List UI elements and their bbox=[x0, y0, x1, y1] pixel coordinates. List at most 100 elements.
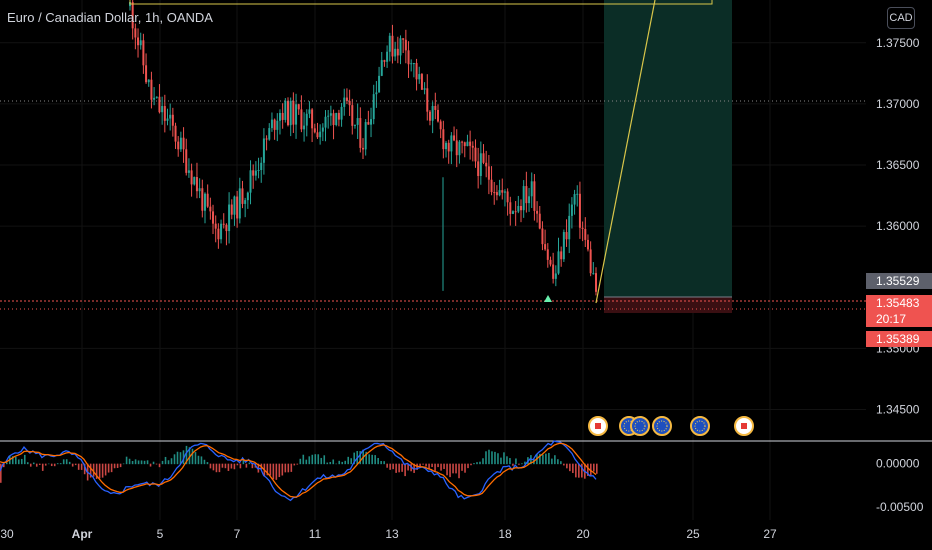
macd-histogram-bar bbox=[155, 463, 158, 465]
macd-histogram-bar bbox=[71, 463, 74, 467]
candle bbox=[595, 267, 597, 296]
candle bbox=[236, 190, 239, 228]
candle bbox=[313, 123, 316, 134]
macd-histogram-bar bbox=[473, 463, 475, 465]
macd-histogram-bar bbox=[542, 454, 544, 465]
candle bbox=[418, 66, 421, 84]
macd-histogram-bar bbox=[578, 463, 580, 478]
candle bbox=[228, 192, 231, 244]
candle bbox=[179, 131, 182, 152]
macd-histogram-bar bbox=[149, 463, 152, 467]
macd-histogram-bar bbox=[395, 463, 397, 473]
macd-histogram-bar bbox=[236, 463, 239, 466]
candle bbox=[166, 108, 169, 126]
candle bbox=[469, 130, 472, 160]
macd-histogram-bar bbox=[107, 463, 110, 473]
macd-histogram-bar bbox=[194, 452, 197, 465]
macd-histogram-bar bbox=[104, 463, 107, 476]
macd-histogram-bar bbox=[116, 463, 119, 468]
eu-flag-icon[interactable] bbox=[652, 416, 672, 436]
macd-histogram-bar bbox=[590, 463, 592, 476]
canada-flag-icon[interactable] bbox=[734, 416, 754, 436]
candle bbox=[343, 88, 346, 116]
macd-histogram-bar bbox=[449, 463, 451, 478]
profit-zone[interactable] bbox=[604, 0, 732, 297]
candle bbox=[155, 96, 158, 99]
candle bbox=[158, 84, 161, 114]
macd-histogram-bar bbox=[551, 458, 553, 465]
candle bbox=[273, 118, 276, 140]
macd-histogram-bar bbox=[302, 454, 305, 465]
candle bbox=[316, 122, 319, 140]
candle bbox=[171, 107, 174, 137]
candle bbox=[131, 0, 134, 40]
macd-histogram-bar bbox=[146, 460, 149, 465]
candle bbox=[353, 124, 356, 129]
candle bbox=[407, 41, 410, 78]
macd-histogram-bar bbox=[593, 463, 595, 472]
candle bbox=[329, 105, 332, 126]
candle bbox=[201, 179, 204, 218]
macd-histogram-bar bbox=[497, 453, 499, 465]
macd-histogram-bar bbox=[113, 463, 116, 469]
candle bbox=[423, 82, 426, 95]
macd-histogram-bar bbox=[245, 463, 248, 468]
macd-histogram-bar bbox=[284, 463, 287, 473]
candle bbox=[222, 213, 225, 229]
macd-histogram-bar bbox=[62, 459, 65, 465]
candle bbox=[297, 103, 300, 115]
candle bbox=[278, 109, 281, 135]
candle bbox=[257, 157, 260, 179]
symbol-title[interactable]: Euro / Canadian Dollar, 1h, OANDA bbox=[7, 10, 213, 25]
price-axis[interactable]: 1.375001.370001.365001.360001.350001.345… bbox=[876, 36, 920, 417]
macd-histogram-bar bbox=[119, 463, 122, 468]
candle bbox=[187, 158, 190, 178]
macd-histogram-bar bbox=[350, 458, 353, 465]
macd-histogram-bar bbox=[41, 463, 44, 471]
candle bbox=[238, 177, 241, 224]
macd-histogram-bar bbox=[14, 456, 17, 465]
candle bbox=[386, 45, 389, 68]
candle bbox=[420, 72, 423, 91]
candle bbox=[557, 237, 560, 275]
candle bbox=[217, 223, 220, 249]
macd-histogram-bar bbox=[509, 458, 511, 465]
macd-histogram-bar bbox=[182, 450, 185, 465]
candle bbox=[520, 199, 523, 223]
candle bbox=[511, 210, 514, 215]
candle bbox=[461, 140, 464, 154]
macd-histogram-bar bbox=[335, 463, 338, 465]
candle bbox=[372, 84, 375, 125]
macd-histogram-bar bbox=[374, 455, 376, 465]
macd-histogram-bar bbox=[311, 454, 314, 465]
candle bbox=[439, 119, 442, 139]
indicator-axis-label: -0.00500 bbox=[876, 500, 924, 514]
candle bbox=[305, 109, 308, 137]
eu-flag-icon[interactable] bbox=[690, 416, 710, 436]
currency-badge[interactable]: CAD bbox=[887, 7, 915, 29]
macd-histogram-bar bbox=[392, 463, 394, 470]
macd-histogram-bar bbox=[422, 463, 424, 465]
time-axis[interactable]: 30 Apr 5 7 11 13 18 20 25 27 bbox=[0, 527, 777, 541]
text-box-annotation[interactable] bbox=[129, 0, 713, 5]
candle bbox=[145, 53, 148, 84]
macd-histogram-bar bbox=[428, 463, 430, 470]
trend-line[interactable] bbox=[595, 0, 656, 304]
last-price-tag: 1.35483 bbox=[866, 295, 932, 311]
macd-histogram-bar bbox=[317, 454, 320, 465]
candle bbox=[292, 92, 295, 133]
loss-zone[interactable] bbox=[604, 297, 732, 313]
macd-histogram-bar bbox=[11, 456, 14, 465]
eu-flag-icon[interactable] bbox=[630, 416, 650, 436]
macd-histogram-bar bbox=[47, 463, 50, 465]
macd-histogram-bar bbox=[17, 459, 20, 465]
canada-flag-icon[interactable] bbox=[588, 416, 608, 436]
macd-histogram-bar bbox=[353, 452, 356, 465]
candle bbox=[415, 58, 418, 91]
candle bbox=[541, 221, 544, 251]
candle bbox=[340, 102, 343, 127]
macd-histogram-bar bbox=[320, 457, 323, 465]
macd-histogram-bar bbox=[242, 460, 245, 465]
candle bbox=[485, 150, 488, 178]
